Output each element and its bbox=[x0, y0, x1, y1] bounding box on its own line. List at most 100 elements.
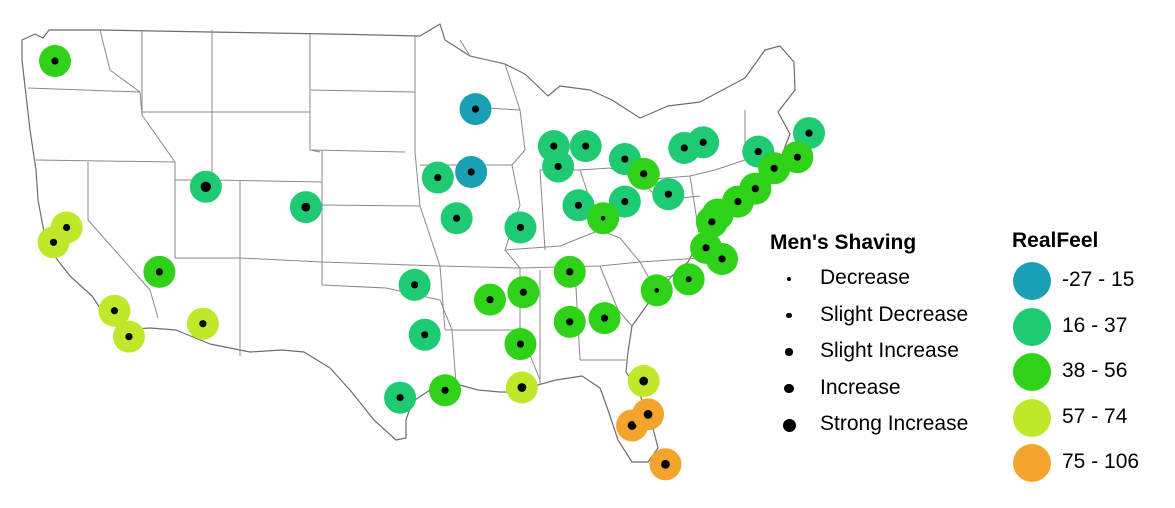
state-border bbox=[309, 89, 416, 93]
state-border bbox=[211, 179, 323, 183]
state-border bbox=[311, 149, 406, 153]
city-marker bbox=[507, 276, 540, 309]
shaving-dot bbox=[664, 190, 672, 198]
city-markers bbox=[37, 45, 825, 481]
shaving-dot bbox=[699, 138, 707, 146]
shaving-legend-title: Men's Shaving bbox=[770, 231, 917, 254]
shaving-dot bbox=[516, 340, 525, 348]
city-marker bbox=[440, 202, 473, 235]
shaving-dot bbox=[550, 142, 558, 150]
city-marker bbox=[640, 274, 673, 307]
shaving-dot bbox=[621, 198, 629, 206]
shaving-dot bbox=[627, 421, 637, 430]
shaving-dot bbox=[600, 215, 606, 221]
city-marker bbox=[186, 307, 219, 340]
city-marker bbox=[569, 130, 602, 163]
shaving-dot bbox=[199, 320, 207, 328]
shaving-dot bbox=[51, 57, 59, 65]
shaving-dot bbox=[708, 218, 716, 226]
realfeel-legend-label: 57 - 74 bbox=[1062, 404, 1128, 428]
realfeel-legend-swatch bbox=[1013, 262, 1051, 300]
realfeel-legend-swatch bbox=[1013, 444, 1051, 482]
city-marker bbox=[608, 185, 641, 218]
shaving-dot bbox=[718, 255, 726, 263]
shaving-dot bbox=[519, 288, 527, 296]
shaving-dot bbox=[566, 268, 574, 276]
shaving-dot bbox=[574, 201, 583, 209]
shaving-dot bbox=[654, 288, 660, 293]
shaving-dot bbox=[441, 386, 449, 394]
city-marker bbox=[289, 191, 322, 224]
realfeel-legend-swatch bbox=[1013, 353, 1051, 391]
shaving-dot bbox=[640, 170, 648, 178]
shaving-dot bbox=[110, 307, 119, 315]
city-marker bbox=[793, 117, 825, 150]
shaving-dot bbox=[754, 148, 762, 156]
shaving-legend-dot bbox=[785, 348, 793, 356]
city-marker bbox=[39, 45, 71, 77]
city-marker bbox=[632, 398, 665, 431]
city-marker bbox=[627, 157, 660, 190]
shaving-dot bbox=[805, 129, 813, 137]
state-border bbox=[35, 159, 176, 163]
state-border bbox=[639, 159, 746, 181]
state-border bbox=[414, 36, 446, 331]
shaving-dot bbox=[582, 142, 590, 150]
state-border bbox=[439, 265, 521, 269]
shaving-dot bbox=[301, 202, 311, 212]
state-border bbox=[321, 261, 441, 267]
city-marker bbox=[652, 178, 685, 211]
shaving-dot bbox=[639, 376, 649, 386]
city-marker bbox=[687, 126, 720, 159]
shaving-legend-label: Decrease bbox=[820, 266, 910, 289]
city-marker bbox=[455, 156, 488, 188]
shaving-dot bbox=[600, 314, 609, 322]
city-marker bbox=[758, 152, 791, 185]
realfeel-legend-label: 38 - 56 bbox=[1062, 359, 1128, 382]
city-marker bbox=[189, 170, 222, 203]
realfeel-legend-label: 16 - 37 bbox=[1062, 313, 1128, 337]
shaving-dot bbox=[434, 173, 442, 182]
state-border bbox=[87, 162, 159, 319]
shaving-dot bbox=[517, 383, 527, 392]
shaving-dot bbox=[770, 164, 778, 172]
shaving-legend-dot bbox=[782, 418, 796, 432]
city-marker bbox=[459, 93, 492, 126]
shaving-dot bbox=[155, 268, 163, 276]
shaving-dot bbox=[516, 223, 525, 232]
shaving-dot bbox=[566, 318, 574, 326]
city-marker bbox=[504, 211, 537, 244]
state-border bbox=[99, 29, 176, 258]
city-marker bbox=[672, 263, 705, 296]
state-border bbox=[27, 87, 141, 93]
realfeel-legend-swatch bbox=[1013, 307, 1051, 346]
state-border bbox=[459, 39, 521, 111]
city-marker bbox=[143, 255, 176, 288]
state-border bbox=[321, 204, 421, 207]
shaving-dot bbox=[486, 296, 494, 304]
city-marker bbox=[695, 205, 728, 238]
state-border bbox=[504, 229, 701, 263]
shaving-dot bbox=[793, 153, 802, 161]
city-marker bbox=[706, 242, 738, 275]
city-marker bbox=[98, 294, 131, 327]
city-marker bbox=[542, 150, 575, 183]
shaving-dot bbox=[200, 181, 211, 192]
city-marker bbox=[627, 365, 660, 398]
shaving-dot bbox=[125, 333, 133, 341]
city-marker bbox=[384, 381, 417, 414]
shaving-legend-label: Strong Increase bbox=[820, 412, 969, 435]
city-marker bbox=[112, 320, 145, 353]
state-border bbox=[484, 107, 541, 381]
city-marker bbox=[37, 226, 70, 259]
city-marker bbox=[562, 189, 595, 222]
shaving-dot bbox=[63, 223, 71, 232]
shaving-legend-label: Slight Decrease bbox=[820, 302, 969, 326]
shaving-dot bbox=[467, 168, 475, 176]
shaving-dot bbox=[702, 244, 710, 252]
state-border bbox=[309, 34, 321, 153]
shaving-dot bbox=[734, 198, 742, 206]
shaving-dot bbox=[685, 276, 692, 283]
city-marker bbox=[408, 318, 441, 351]
